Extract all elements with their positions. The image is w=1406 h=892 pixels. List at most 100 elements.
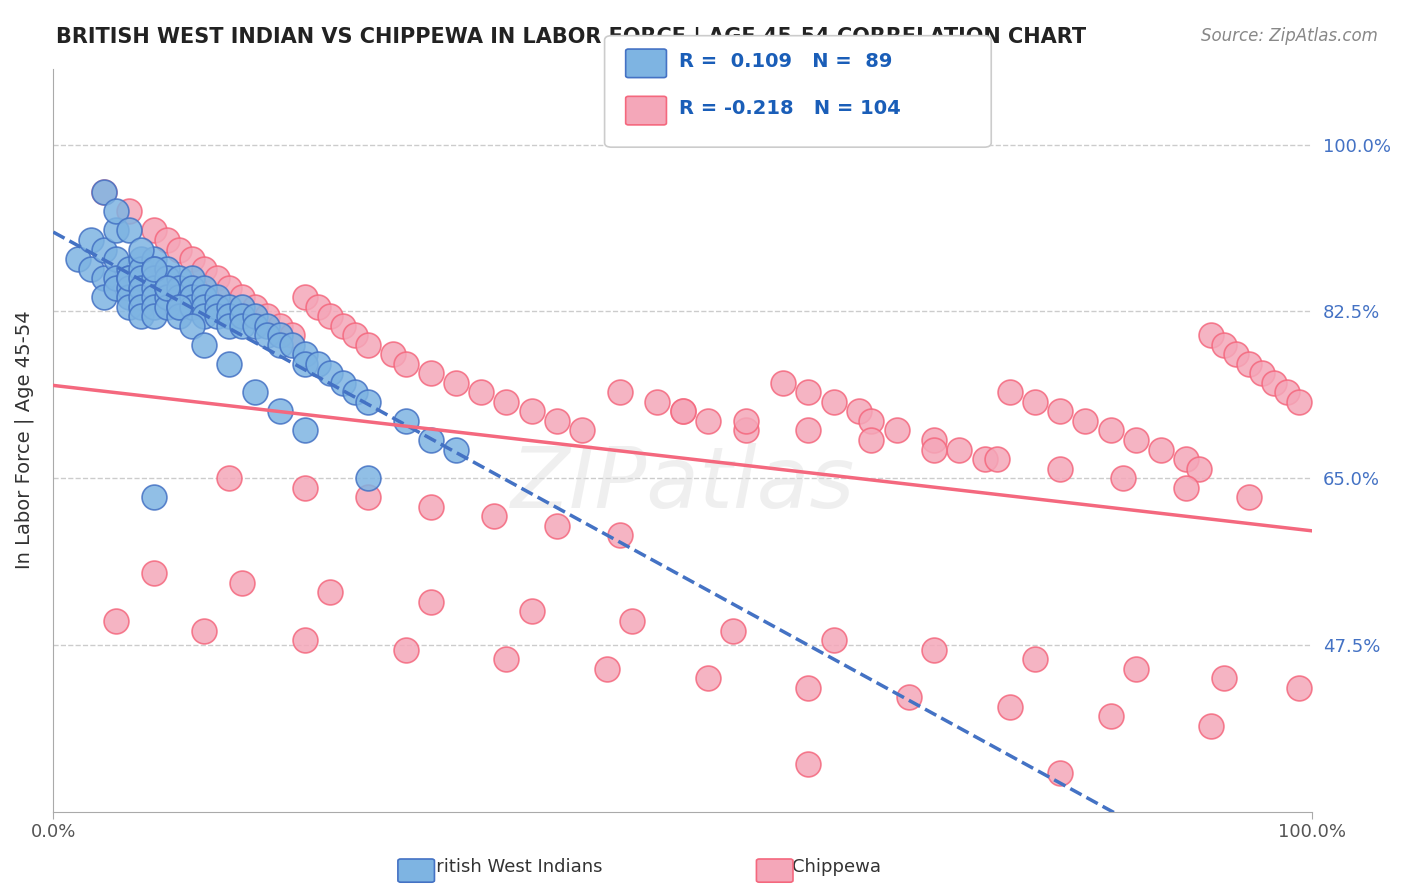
Point [231,309,253,323]
Point [609,385,631,400]
Point [571,424,593,438]
Text: Source: ZipAtlas.com: Source: ZipAtlas.com [1201,27,1378,45]
Point [231,300,253,314]
Point [294,347,316,361]
Point [772,376,794,390]
Point [1288,395,1310,409]
Point [395,642,418,657]
Point [1237,357,1260,371]
Point [1225,347,1247,361]
Point [419,500,441,514]
Point [671,404,693,418]
Point [118,223,141,237]
Point [924,442,946,457]
Point [93,271,115,285]
Point [93,243,115,257]
Point [1175,481,1198,495]
Point [924,433,946,447]
Point [319,585,342,599]
Point [294,290,316,304]
Point [256,309,278,323]
Y-axis label: In Labor Force | Age 45-54: In Labor Force | Age 45-54 [15,310,35,569]
Point [205,271,228,285]
Point [823,633,845,648]
Point [1237,490,1260,504]
Point [319,309,342,323]
Point [621,614,644,628]
Point [218,309,240,323]
Point [1125,433,1147,447]
Point [1250,367,1272,381]
Point [218,280,240,294]
Point [419,595,441,609]
Point [256,328,278,343]
Point [155,300,177,314]
Point [142,300,165,314]
Point [142,252,165,266]
Point [269,328,291,343]
Point [419,433,441,447]
Point [105,271,128,285]
Point [67,252,90,266]
Point [848,404,870,418]
Point [1074,414,1097,428]
Point [696,414,718,428]
Point [357,490,380,504]
Point [131,243,153,257]
Point [193,309,215,323]
Point [218,357,240,371]
Point [520,605,543,619]
Point [131,280,153,294]
Point [269,338,291,352]
Point [860,414,883,428]
Point [180,252,202,266]
Point [118,290,141,304]
Point [924,642,946,657]
Point [1212,671,1234,685]
Point [131,300,153,314]
Point [444,442,467,457]
Point [1024,652,1046,666]
Point [105,252,128,266]
Point [482,509,505,524]
Point [80,261,103,276]
Point [294,633,316,648]
Point [1024,395,1046,409]
Point [93,290,115,304]
Point [105,280,128,294]
Point [118,271,141,285]
Point [797,385,820,400]
Point [307,300,329,314]
Point [193,280,215,294]
Point [1212,338,1234,352]
Point [609,528,631,542]
Text: R = -0.218   N = 104: R = -0.218 N = 104 [679,99,901,119]
Text: Chippewa: Chippewa [792,858,882,876]
Point [167,290,190,304]
Point [105,223,128,237]
Point [973,452,995,467]
Point [395,357,418,371]
Point [118,300,141,314]
Point [155,280,177,294]
Point [797,681,820,695]
Point [1175,452,1198,467]
Point [167,243,190,257]
Point [948,442,970,457]
Point [1049,766,1071,780]
Point [118,204,141,219]
Text: British West Indians: British West Indians [425,858,602,876]
Point [167,300,190,314]
Point [986,452,1008,467]
Point [495,395,517,409]
Point [231,290,253,304]
Point [193,300,215,314]
Point [1199,719,1222,733]
Point [131,290,153,304]
Point [307,357,329,371]
Point [1049,461,1071,475]
Text: BRITISH WEST INDIAN VS CHIPPEWA IN LABOR FORCE | AGE 45-54 CORRELATION CHART: BRITISH WEST INDIAN VS CHIPPEWA IN LABOR… [56,27,1087,48]
Point [155,233,177,247]
Point [118,261,141,276]
Point [243,309,266,323]
